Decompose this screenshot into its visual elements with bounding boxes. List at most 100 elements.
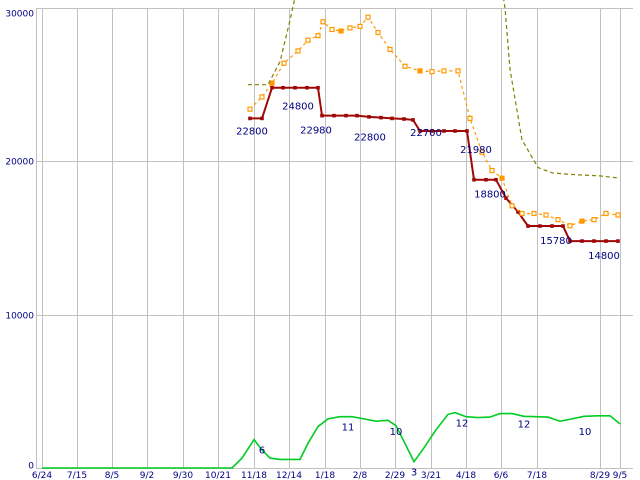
x-tick-label: 9/30 (173, 471, 193, 480)
price-main-marker (604, 239, 608, 243)
price-high-marker (295, 48, 301, 54)
price-high-marker (387, 46, 393, 53)
series-volume-green (42, 411, 621, 469)
price-point-label: 24800 (282, 102, 314, 113)
price-main-marker (260, 116, 264, 121)
volume-point-label: 10 (579, 427, 592, 438)
price-main-marker (494, 177, 498, 182)
price-high-marker (591, 217, 597, 223)
price-main-marker (305, 85, 309, 90)
price-high-marker (429, 69, 435, 75)
price-main-marker (580, 239, 584, 243)
price-main-marker (281, 85, 285, 90)
price-high-marker (315, 32, 321, 39)
price-main-marker (430, 129, 434, 133)
price-main-marker (561, 224, 565, 228)
price-high-marker (479, 149, 485, 155)
y-tick-label: 30000 (5, 10, 34, 20)
price-point-label: 18800 (474, 190, 506, 201)
price-high-marker (455, 68, 461, 74)
volume-point-label: 12 (456, 419, 469, 430)
price-high-marker (347, 25, 353, 31)
price-point-label: 22800 (354, 132, 386, 143)
series-price-band (248, 0, 621, 179)
y-tick-label: 0 (28, 462, 34, 472)
price-main-marker (320, 113, 324, 118)
price-high-marker (402, 63, 408, 69)
x-tick-label: 7/18 (527, 471, 547, 480)
x-tick-label: 8/29 (590, 471, 610, 480)
price-high-marker (489, 167, 495, 174)
price-main-marker (516, 210, 520, 214)
price-main-marker (411, 118, 415, 122)
price-main-marker (248, 116, 252, 121)
price-main-marker (484, 177, 488, 182)
price-high-marker (338, 28, 344, 34)
price-point-label: 14800 (588, 251, 620, 262)
price-high-marker (509, 203, 515, 209)
price-main-marker (538, 224, 542, 228)
price-high-marker (320, 19, 326, 25)
x-tick-label: 1/18 (315, 471, 335, 480)
price-high-marker (259, 94, 265, 100)
data-point-labels: 22800 24800 22980 22800 22700 21980 18800 15780… (236, 102, 620, 479)
price-main-marker (293, 85, 297, 90)
price-high-marker (365, 14, 371, 20)
price-main-marker (616, 239, 620, 243)
price-main-marker (472, 177, 476, 182)
series-price-high (249, 16, 619, 227)
price-main-marker (465, 129, 469, 133)
price-main-marker (418, 129, 422, 133)
price-main-marker (442, 129, 446, 133)
price-high-marker (305, 37, 311, 43)
price-main-marker (526, 224, 530, 228)
price-high-marker (579, 218, 585, 224)
x-tick-label: 11/18 (241, 471, 267, 480)
price-point-label: 22980 (300, 126, 332, 137)
price-main-marker (355, 113, 359, 118)
volume-point-label: 3 (411, 468, 417, 479)
price-high-marker (567, 223, 573, 229)
price-main-marker (402, 117, 406, 121)
price-main-marker (390, 116, 394, 121)
x-tick-label: 10/21 (205, 471, 231, 480)
x-axis-tick-labels: 6/24 7/15 8/5 9/2 9/30 10/21 11/18 12/14 1/18 2/8… (32, 471, 627, 480)
x-tick-label: 9/2 (140, 471, 154, 480)
volume-point-label: 10 (390, 427, 403, 438)
price-high-marker (531, 210, 537, 217)
price-high-marker (543, 212, 549, 218)
price-main-marker (344, 113, 348, 118)
price-high-marker (499, 175, 505, 181)
price-high-marker (519, 210, 525, 217)
x-tick-label: 3/21 (421, 471, 441, 480)
price-main-marker (270, 85, 274, 90)
volume-point-label: 6 (259, 446, 265, 457)
volume-point-label: 12 (518, 420, 531, 431)
price-main-marker (367, 115, 371, 119)
y-tick-label: 20000 (5, 158, 34, 168)
price-high-marker (441, 68, 447, 74)
price-high-marker (329, 26, 335, 33)
price-main-marker (592, 239, 596, 243)
volume-point-label: 11 (342, 423, 355, 434)
price-high-marker (603, 210, 609, 217)
data-series-layer (42, 0, 621, 469)
price-high-marker (467, 115, 473, 122)
price-point-label: 15780 (540, 236, 572, 247)
x-tick-label: 9/5 (613, 471, 627, 480)
y-axis-tick-labels: 0 10000 20000 30000 (5, 10, 34, 472)
price-high-marker (247, 106, 253, 112)
price-high-marker (281, 60, 287, 66)
price-main-marker (379, 115, 383, 120)
price-point-label: 22700 (410, 128, 442, 139)
price-high-marker (269, 80, 275, 86)
x-tick-label: 6/24 (32, 471, 52, 480)
price-main-marker (316, 85, 320, 90)
price-point-label: 22800 (236, 126, 268, 137)
grid-layer (36, 8, 633, 469)
price-main-marker (332, 113, 336, 118)
price-main-marker (568, 239, 572, 243)
x-tick-label: 2/29 (385, 471, 405, 480)
